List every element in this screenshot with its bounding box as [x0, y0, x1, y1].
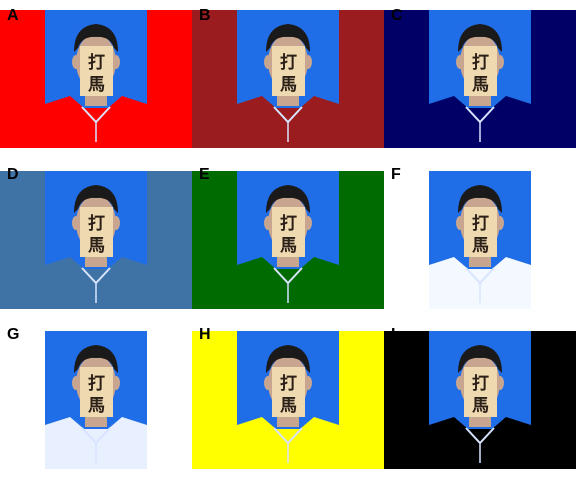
mask-character-bottom: 馬: [280, 75, 297, 95]
privacy-mask: [272, 367, 305, 417]
hair: [74, 24, 118, 52]
panel-label-i: I: [391, 326, 396, 343]
portrait-photo: 打馬: [192, 331, 384, 469]
panel-label-d: D: [7, 166, 19, 183]
mask-character-top: 打: [280, 52, 297, 73]
mask-character-top: 打: [88, 373, 105, 394]
mask-character-bottom: 馬: [88, 236, 105, 256]
mask-character-bottom: 馬: [472, 396, 489, 416]
panel-e: 打馬: [192, 171, 384, 309]
portrait-photo: 打馬: [0, 10, 192, 148]
portrait-photo: 打馬: [192, 10, 384, 148]
portrait-photo: 打馬: [0, 331, 192, 469]
privacy-mask: [272, 46, 305, 96]
hair: [266, 345, 310, 373]
mask-character-top: 打: [472, 373, 489, 394]
mask-character-bottom: 馬: [472, 75, 489, 95]
portrait-photo: 打馬: [384, 171, 576, 309]
mask-character-bottom: 馬: [88, 396, 105, 416]
panel-label-g: G: [7, 326, 20, 343]
hair: [74, 185, 118, 213]
portrait-photo: 打馬: [384, 331, 576, 469]
panel-f: 打馬: [384, 171, 576, 309]
hair: [458, 185, 502, 213]
panel-label-c: C: [391, 7, 403, 24]
panel-d: 打馬: [0, 171, 192, 309]
hair: [266, 185, 310, 213]
mask-character-bottom: 馬: [88, 75, 105, 95]
portrait-photo: 打馬: [192, 171, 384, 309]
privacy-mask: [464, 46, 497, 96]
mask-character-bottom: 馬: [472, 236, 489, 256]
mask-character-top: 打: [472, 213, 489, 234]
panel-a: 打馬: [0, 10, 192, 148]
panel-b: 打馬: [192, 10, 384, 148]
panel-label-b: B: [199, 7, 211, 24]
mask-character-top: 打: [88, 52, 105, 73]
mask-character-bottom: 馬: [280, 236, 297, 256]
mask-character-bottom: 馬: [280, 396, 297, 416]
hair: [458, 345, 502, 373]
privacy-mask: [464, 367, 497, 417]
panel-h: 打馬: [192, 331, 384, 469]
mask-character-top: 打: [472, 52, 489, 73]
panel-label-e: E: [199, 166, 210, 183]
panel-i: 打馬: [384, 331, 576, 469]
panel-label-a: A: [7, 7, 19, 24]
portrait-photo: 打馬: [0, 171, 192, 309]
privacy-mask: [80, 367, 113, 417]
mask-character-top: 打: [280, 213, 297, 234]
panel-label-f: F: [391, 166, 401, 183]
privacy-mask: [272, 207, 305, 257]
privacy-mask: [464, 207, 497, 257]
privacy-mask: [80, 207, 113, 257]
hair: [266, 24, 310, 52]
panel-label-h: H: [199, 326, 211, 343]
mask-character-top: 打: [280, 373, 297, 394]
panel-c: 打馬: [384, 10, 576, 148]
panel-g: 打馬: [0, 331, 192, 469]
portrait-photo: 打馬: [384, 10, 576, 148]
privacy-mask: [80, 46, 113, 96]
hair: [74, 345, 118, 373]
hair: [458, 24, 502, 52]
mask-character-top: 打: [88, 213, 105, 234]
